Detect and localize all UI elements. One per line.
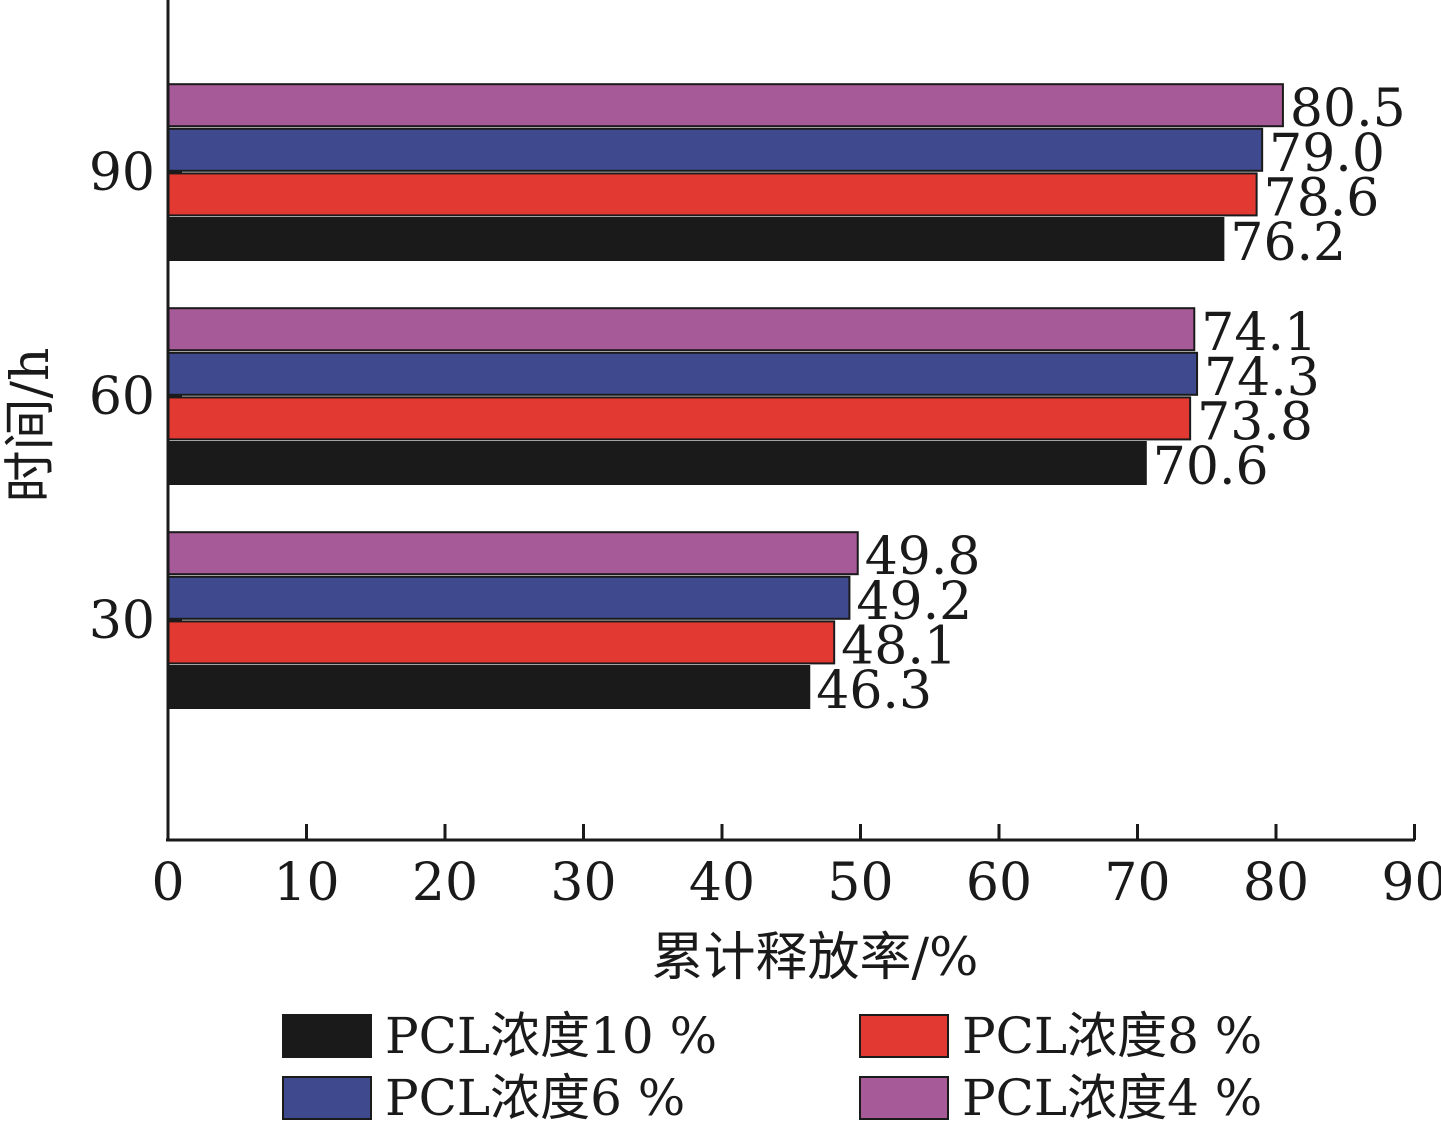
bar-90-series-0 bbox=[167, 217, 1225, 261]
y-ticks-group: 30 60 90 bbox=[89, 143, 182, 651]
x-tick-label-30: 30 bbox=[550, 853, 616, 913]
value-label-30-series-1: 48.1 bbox=[841, 616, 957, 676]
y-tick-label-60: 60 bbox=[89, 367, 155, 427]
x-axis-label: 累计释放率/% bbox=[652, 928, 979, 988]
legend-label-0: PCL浓度10 % bbox=[385, 1007, 717, 1065]
x-tick-label-20: 20 bbox=[412, 853, 478, 913]
value-label-30-series-2: 49.2 bbox=[856, 572, 972, 632]
axes-group bbox=[166, 0, 1415, 842]
bar-30-series-0 bbox=[167, 665, 811, 709]
value-label-30-series-0: 46.3 bbox=[816, 661, 932, 721]
x-tick-label-80: 80 bbox=[1243, 853, 1309, 913]
bar-60-series-0 bbox=[167, 441, 1147, 485]
x-tick-label-60: 60 bbox=[966, 853, 1032, 913]
bars-group bbox=[167, 83, 1284, 709]
legend-label-3: PCL浓度4 % bbox=[962, 1069, 1262, 1127]
value-label-90-series-0: 76.2 bbox=[1230, 213, 1346, 273]
value-label-60-series-2: 74.3 bbox=[1204, 348, 1320, 408]
x-tick-label-0: 0 bbox=[151, 853, 184, 913]
bar-90-series-2 bbox=[167, 127, 1264, 172]
value-label-60-series-0: 70.6 bbox=[1153, 437, 1269, 497]
x-ticks-group: 0 10 20 30 40 50 60 70 80 90 bbox=[151, 824, 1441, 913]
bar-60-series-2 bbox=[167, 351, 1199, 396]
bar-30-series-2 bbox=[167, 575, 851, 620]
y-axis-label: 时间/h bbox=[1, 347, 61, 502]
legend-label-1: PCL浓度8 % bbox=[962, 1007, 1262, 1065]
x-tick-label-70: 70 bbox=[1104, 853, 1170, 913]
bar-30-series-1 bbox=[167, 620, 836, 665]
x-tick-label-40: 40 bbox=[689, 853, 755, 913]
legend-swatch-1 bbox=[859, 1014, 949, 1058]
x-tick-label-10: 10 bbox=[273, 853, 339, 913]
bar-60-series-3 bbox=[167, 307, 1196, 352]
bar-90-series-1 bbox=[167, 172, 1258, 217]
bar-30-series-3 bbox=[167, 531, 859, 576]
legend-swatch-0 bbox=[282, 1014, 372, 1058]
y-tick-label-30: 30 bbox=[89, 591, 155, 651]
value-label-90-series-2: 79.0 bbox=[1269, 124, 1385, 184]
bar-90-series-3 bbox=[167, 83, 1284, 128]
value-label-60-series-1: 73.8 bbox=[1197, 392, 1313, 452]
value-label-60-series-3: 74.1 bbox=[1201, 303, 1317, 363]
legend-label-2: PCL浓度6 % bbox=[385, 1069, 685, 1127]
y-tick-label-90: 90 bbox=[89, 143, 155, 203]
legend-swatch-3 bbox=[859, 1076, 949, 1120]
x-tick-label-90: 90 bbox=[1381, 853, 1441, 913]
legend: PCL浓度10 % PCL浓度8 % PCL浓度6 % PCL浓度4 % bbox=[282, 1007, 1262, 1127]
x-tick-label-50: 50 bbox=[827, 853, 893, 913]
bar-60-series-1 bbox=[167, 396, 1192, 441]
value-label-90-series-3: 80.5 bbox=[1290, 79, 1406, 139]
value-labels-group: 46.348.149.249.8 70.673.874.374.1 76.278.6… bbox=[816, 79, 1405, 721]
value-label-90-series-1: 78.6 bbox=[1264, 168, 1380, 228]
value-label-30-series-3: 49.8 bbox=[865, 527, 981, 587]
legend-swatch-2 bbox=[282, 1076, 372, 1120]
